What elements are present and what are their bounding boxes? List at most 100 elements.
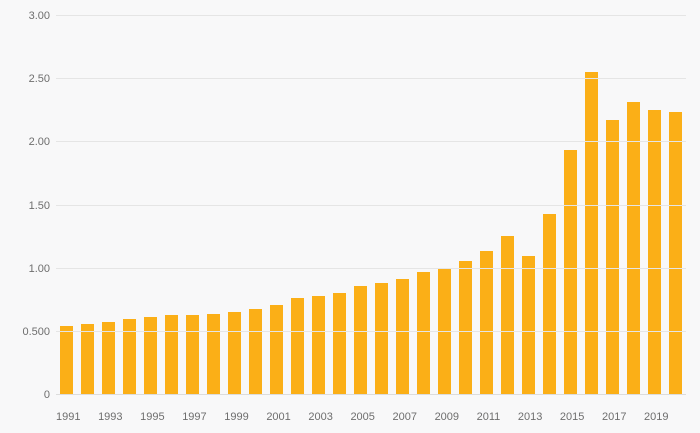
x-axis-tick-label: [291, 411, 309, 423]
x-axis-tick-label: 1993: [98, 411, 123, 423]
x-axis-tick-label: [375, 411, 393, 423]
bar-slot: [287, 16, 308, 395]
bar-slot: [413, 16, 434, 395]
gridline: [56, 78, 686, 80]
bar-2013[interactable]: [522, 256, 535, 395]
bar-2018[interactable]: [627, 101, 640, 395]
bar-slot: [392, 16, 413, 395]
bar-slot: [602, 16, 623, 395]
bar-1992[interactable]: [81, 324, 94, 395]
bar-slot: [98, 16, 119, 395]
x-axis-tick-label: [584, 411, 602, 423]
bar-slot: [266, 16, 287, 395]
x-axis-tick-label: 2005: [350, 411, 375, 423]
y-axis-tick-label: 2.50: [28, 73, 50, 86]
bar-slot: [140, 16, 161, 395]
x-axis-tick-label: 2017: [601, 411, 627, 423]
bar-slot: [56, 16, 77, 395]
bar-2019[interactable]: [648, 109, 661, 395]
x-axis-tick-label: [123, 411, 141, 423]
bar-slot: [539, 16, 560, 395]
bar-slot: [476, 16, 497, 395]
bar-1997[interactable]: [186, 315, 199, 395]
bar-2005[interactable]: [354, 286, 367, 395]
x-axis-tick-label: [669, 411, 687, 423]
bar-2016[interactable]: [585, 71, 598, 395]
x-axis-labels: 1991 1993 1995 1997 1999 2001 2003 2005 2007 2009…: [56, 411, 686, 423]
bar-2015[interactable]: [564, 149, 577, 395]
bar-1999[interactable]: [228, 311, 241, 395]
gridline: [56, 330, 686, 332]
bar-2007[interactable]: [396, 278, 409, 395]
bar-slot: [182, 16, 203, 395]
bar-2001[interactable]: [270, 305, 283, 395]
bar-2004[interactable]: [333, 292, 346, 395]
y-axis-tick-label: 3.00: [28, 10, 50, 22]
y-axis-tick-label: 1.50: [28, 199, 50, 212]
x-axis-tick-label: 1997: [182, 411, 207, 423]
bar-2017[interactable]: [606, 119, 619, 395]
gridline: [56, 267, 686, 269]
bar-slot: [455, 16, 476, 395]
bar-slot: [518, 16, 539, 395]
plot-area: [56, 15, 686, 395]
x-axis-tick-label: [80, 411, 98, 423]
bar-slot: [434, 16, 455, 395]
x-axis-tick-label: 2001: [266, 411, 291, 423]
x-axis-tick-label: 1991: [56, 411, 81, 423]
x-axis-tick-label: [459, 411, 477, 423]
bar-slot: [77, 16, 98, 395]
bar-1996[interactable]: [165, 315, 178, 395]
x-axis-tick-label: [207, 411, 225, 423]
bar-2000[interactable]: [249, 309, 262, 395]
bar-slot: [161, 16, 182, 395]
bar-2003[interactable]: [312, 296, 325, 395]
bar-2020[interactable]: [669, 112, 682, 395]
bar-2014[interactable]: [543, 214, 556, 395]
bar-slot: [560, 16, 581, 395]
bar-1998[interactable]: [207, 314, 220, 395]
x-axis-tick-label: 1995: [140, 411, 165, 423]
bar-2012[interactable]: [501, 235, 514, 395]
bar-2002[interactable]: [291, 297, 304, 395]
bar-slot: [119, 16, 140, 395]
y-axis-tick-label: 2.00: [28, 136, 50, 149]
bar-2010[interactable]: [459, 261, 472, 395]
bar-slot: [497, 16, 518, 395]
bar-slot: [350, 16, 371, 395]
bar-2008[interactable]: [417, 272, 430, 395]
x-axis-tick-label: 2003: [308, 411, 333, 423]
x-axis-tick-label: [249, 411, 267, 423]
bars-container: [56, 16, 686, 395]
x-axis-tick-label: 2015: [559, 411, 585, 423]
x-axis-tick-label: 1999: [224, 411, 249, 423]
x-axis-tick-label: [417, 411, 435, 423]
bar-2011[interactable]: [480, 250, 493, 395]
x-axis-tick-label: 2011: [476, 411, 501, 423]
x-axis-tick-label: 2009: [434, 411, 460, 423]
x-axis-tick-label: [333, 411, 351, 423]
bar-slot: [665, 16, 686, 395]
x-axis-tick-label: [500, 411, 518, 423]
bar-slot: [224, 16, 245, 395]
bar-1995[interactable]: [144, 316, 157, 395]
bar-slot: [623, 16, 644, 395]
x-axis-tick-label: [165, 411, 183, 423]
bar-1994[interactable]: [123, 319, 136, 395]
gridline: [56, 394, 686, 395]
y-axis-tick-label: 0.500: [22, 325, 50, 338]
bar-slot: [581, 16, 602, 395]
bar-slot: [245, 16, 266, 395]
y-axis-tick-label: 1.00: [28, 262, 50, 275]
x-axis-tick-label: 2007: [392, 411, 417, 423]
bar-slot: [644, 16, 665, 395]
bar-1991[interactable]: [60, 325, 73, 395]
x-axis-tick-label: 2013: [517, 411, 543, 423]
bar-1993[interactable]: [102, 321, 115, 395]
bar-2006[interactable]: [375, 282, 388, 395]
bar-slot: [329, 16, 350, 395]
x-axis-tick-label: 2019: [644, 411, 669, 423]
y-axis-tick-label: 0: [43, 389, 50, 401]
bar-slot: [371, 16, 392, 395]
